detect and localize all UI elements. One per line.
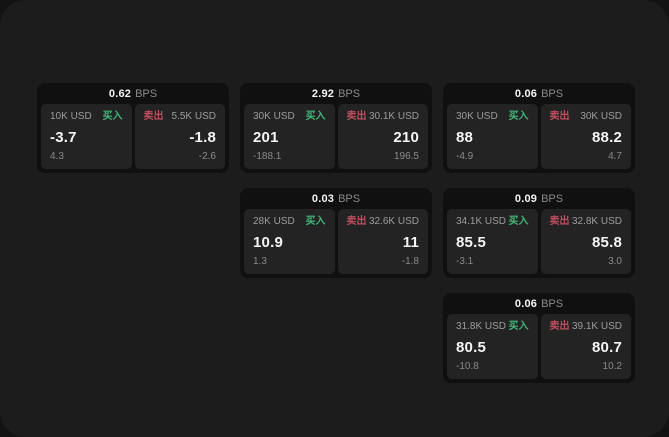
bps-value: 0.03 bbox=[311, 192, 335, 205]
sell-side-label: 卖出 bbox=[346, 111, 367, 122]
quote-card: 0.62 BPS 10K USD 买入 -3.7 4.3 卖出 5.5K USD bbox=[37, 83, 229, 173]
buy-side-label: 买入 bbox=[305, 216, 326, 227]
sell-side-label: 卖出 bbox=[143, 111, 164, 122]
sell-price: 88.2 bbox=[592, 128, 622, 146]
bps-value: 0.06 bbox=[514, 297, 538, 310]
quote-panels: 28K USD 买入 10.9 1.3 卖出 32.6K USD 11 -1.8 bbox=[240, 209, 432, 278]
buy-side-label: 买入 bbox=[508, 216, 529, 227]
buy-price: 88 bbox=[456, 128, 474, 146]
bps-unit-label: BPS bbox=[541, 297, 564, 310]
buy-amount: 34.1K USD bbox=[456, 216, 507, 227]
card-header: 0.09 BPS bbox=[443, 188, 635, 209]
buy-panel[interactable]: 30K USD 买入 88 -4.9 bbox=[447, 104, 538, 169]
buy-change: -188.1 bbox=[253, 151, 282, 162]
buy-amount: 31.8K USD bbox=[456, 321, 507, 332]
bps-unit-label: BPS bbox=[338, 87, 361, 100]
sell-amount: 32.8K USD bbox=[571, 216, 622, 227]
sell-change: -1.8 bbox=[401, 256, 419, 267]
buy-change: -3.1 bbox=[456, 256, 474, 267]
sell-price: 210 bbox=[393, 128, 419, 146]
quote-panels: 30K USD 买入 201 -188.1 卖出 30.1K USD 210 1… bbox=[240, 104, 432, 173]
card-header: 0.06 BPS bbox=[443, 83, 635, 104]
sell-change: 10.2 bbox=[602, 361, 622, 372]
sell-amount: 30.1K USD bbox=[368, 111, 419, 122]
bps-value: 0.09 bbox=[514, 192, 538, 205]
quote-card: 0.06 BPS 31.8K USD 买入 80.5 -10.8 卖出 39.1… bbox=[443, 293, 635, 383]
quote-panels: 30K USD 买入 88 -4.9 卖出 30K USD 88.2 4.7 bbox=[443, 104, 635, 173]
quote-card: 0.03 BPS 28K USD 买入 10.9 1.3 卖出 32.6K US… bbox=[240, 188, 432, 278]
bps-unit-label: BPS bbox=[338, 192, 361, 205]
buy-side-label: 买入 bbox=[508, 111, 529, 122]
buy-side-label: 买入 bbox=[102, 111, 123, 122]
bps-unit-label: BPS bbox=[541, 87, 564, 100]
buy-panel[interactable]: 34.1K USD 买入 85.5 -3.1 bbox=[447, 209, 538, 274]
sell-panel[interactable]: 卖出 39.1K USD 80.7 10.2 bbox=[540, 314, 631, 379]
quote-panels: 31.8K USD 买入 80.5 -10.8 卖出 39.1K USD 80.… bbox=[443, 314, 635, 383]
quote-panels: 10K USD 买入 -3.7 4.3 卖出 5.5K USD -1.8 -2.… bbox=[37, 104, 229, 173]
buy-change: -10.8 bbox=[456, 361, 479, 372]
bps-value: 0.62 bbox=[108, 87, 132, 100]
sell-amount: 5.5K USD bbox=[171, 111, 216, 122]
buy-price: 85.5 bbox=[456, 233, 486, 251]
buy-panel[interactable]: 30K USD 买入 201 -188.1 bbox=[244, 104, 335, 169]
buy-price: 201 bbox=[253, 128, 279, 146]
buy-amount: 10K USD bbox=[50, 111, 92, 122]
buy-side-label: 买入 bbox=[305, 111, 326, 122]
sell-price: 11 bbox=[402, 233, 419, 251]
quote-card: 0.09 BPS 34.1K USD 买入 85.5 -3.1 卖出 32.8K… bbox=[443, 188, 635, 278]
buy-change: 4.3 bbox=[50, 151, 64, 162]
bps-unit-label: BPS bbox=[541, 192, 564, 205]
bps-value: 2.92 bbox=[311, 87, 335, 100]
buy-panel[interactable]: 10K USD 买入 -3.7 4.3 bbox=[41, 104, 132, 169]
sell-panel[interactable]: 卖出 32.8K USD 85.8 3.0 bbox=[540, 209, 631, 274]
sell-amount: 39.1K USD bbox=[571, 321, 622, 332]
sell-amount: 32.6K USD bbox=[368, 216, 419, 227]
buy-price: 10.9 bbox=[253, 233, 283, 251]
card-header: 0.03 BPS bbox=[240, 188, 432, 209]
buy-price: 80.5 bbox=[456, 338, 486, 356]
buy-amount: 30K USD bbox=[456, 111, 498, 122]
buy-change: 1.3 bbox=[253, 256, 267, 267]
sell-change: 3.0 bbox=[608, 256, 622, 267]
buy-panel[interactable]: 28K USD 买入 10.9 1.3 bbox=[244, 209, 335, 274]
buy-amount: 30K USD bbox=[253, 111, 295, 122]
quote-panels: 34.1K USD 买入 85.5 -3.1 卖出 32.8K USD 85.8… bbox=[443, 209, 635, 278]
quote-card: 2.92 BPS 30K USD 买入 201 -188.1 卖出 30.1K … bbox=[240, 83, 432, 173]
sell-side-label: 卖出 bbox=[346, 216, 367, 227]
card-header: 2.92 BPS bbox=[240, 83, 432, 104]
buy-panel[interactable]: 31.8K USD 买入 80.5 -10.8 bbox=[447, 314, 538, 379]
sell-panel[interactable]: 卖出 30.1K USD 210 196.5 bbox=[337, 104, 428, 169]
quote-card-grid: 0.62 BPS 10K USD 买入 -3.7 4.3 卖出 5.5K USD bbox=[37, 83, 635, 383]
buy-amount: 28K USD bbox=[253, 216, 295, 227]
sell-side-label: 卖出 bbox=[549, 321, 570, 332]
sell-amount: 30K USD bbox=[580, 111, 622, 122]
sell-price: 85.8 bbox=[592, 233, 622, 251]
buy-side-label: 买入 bbox=[508, 321, 529, 332]
sell-panel[interactable]: 卖出 32.6K USD 11 -1.8 bbox=[337, 209, 428, 274]
sell-panel[interactable]: 卖出 5.5K USD -1.8 -2.6 bbox=[134, 104, 225, 169]
card-header: 0.62 BPS bbox=[37, 83, 229, 104]
sell-panel[interactable]: 卖出 30K USD 88.2 4.7 bbox=[540, 104, 631, 169]
sell-change: 196.5 bbox=[393, 151, 419, 162]
buy-price: -3.7 bbox=[50, 128, 77, 146]
sell-price: -1.8 bbox=[189, 128, 216, 146]
sell-side-label: 卖出 bbox=[549, 111, 570, 122]
quote-card: 0.06 BPS 30K USD 买入 88 -4.9 卖出 30K USD bbox=[443, 83, 635, 173]
sell-change: 4.7 bbox=[608, 151, 622, 162]
bps-value: 0.06 bbox=[514, 87, 538, 100]
sell-side-label: 卖出 bbox=[549, 216, 570, 227]
bps-unit-label: BPS bbox=[135, 87, 158, 100]
sell-change: -2.6 bbox=[198, 151, 216, 162]
buy-change: -4.9 bbox=[456, 151, 474, 162]
card-header: 0.06 BPS bbox=[443, 293, 635, 314]
sell-price: 80.7 bbox=[592, 338, 622, 356]
